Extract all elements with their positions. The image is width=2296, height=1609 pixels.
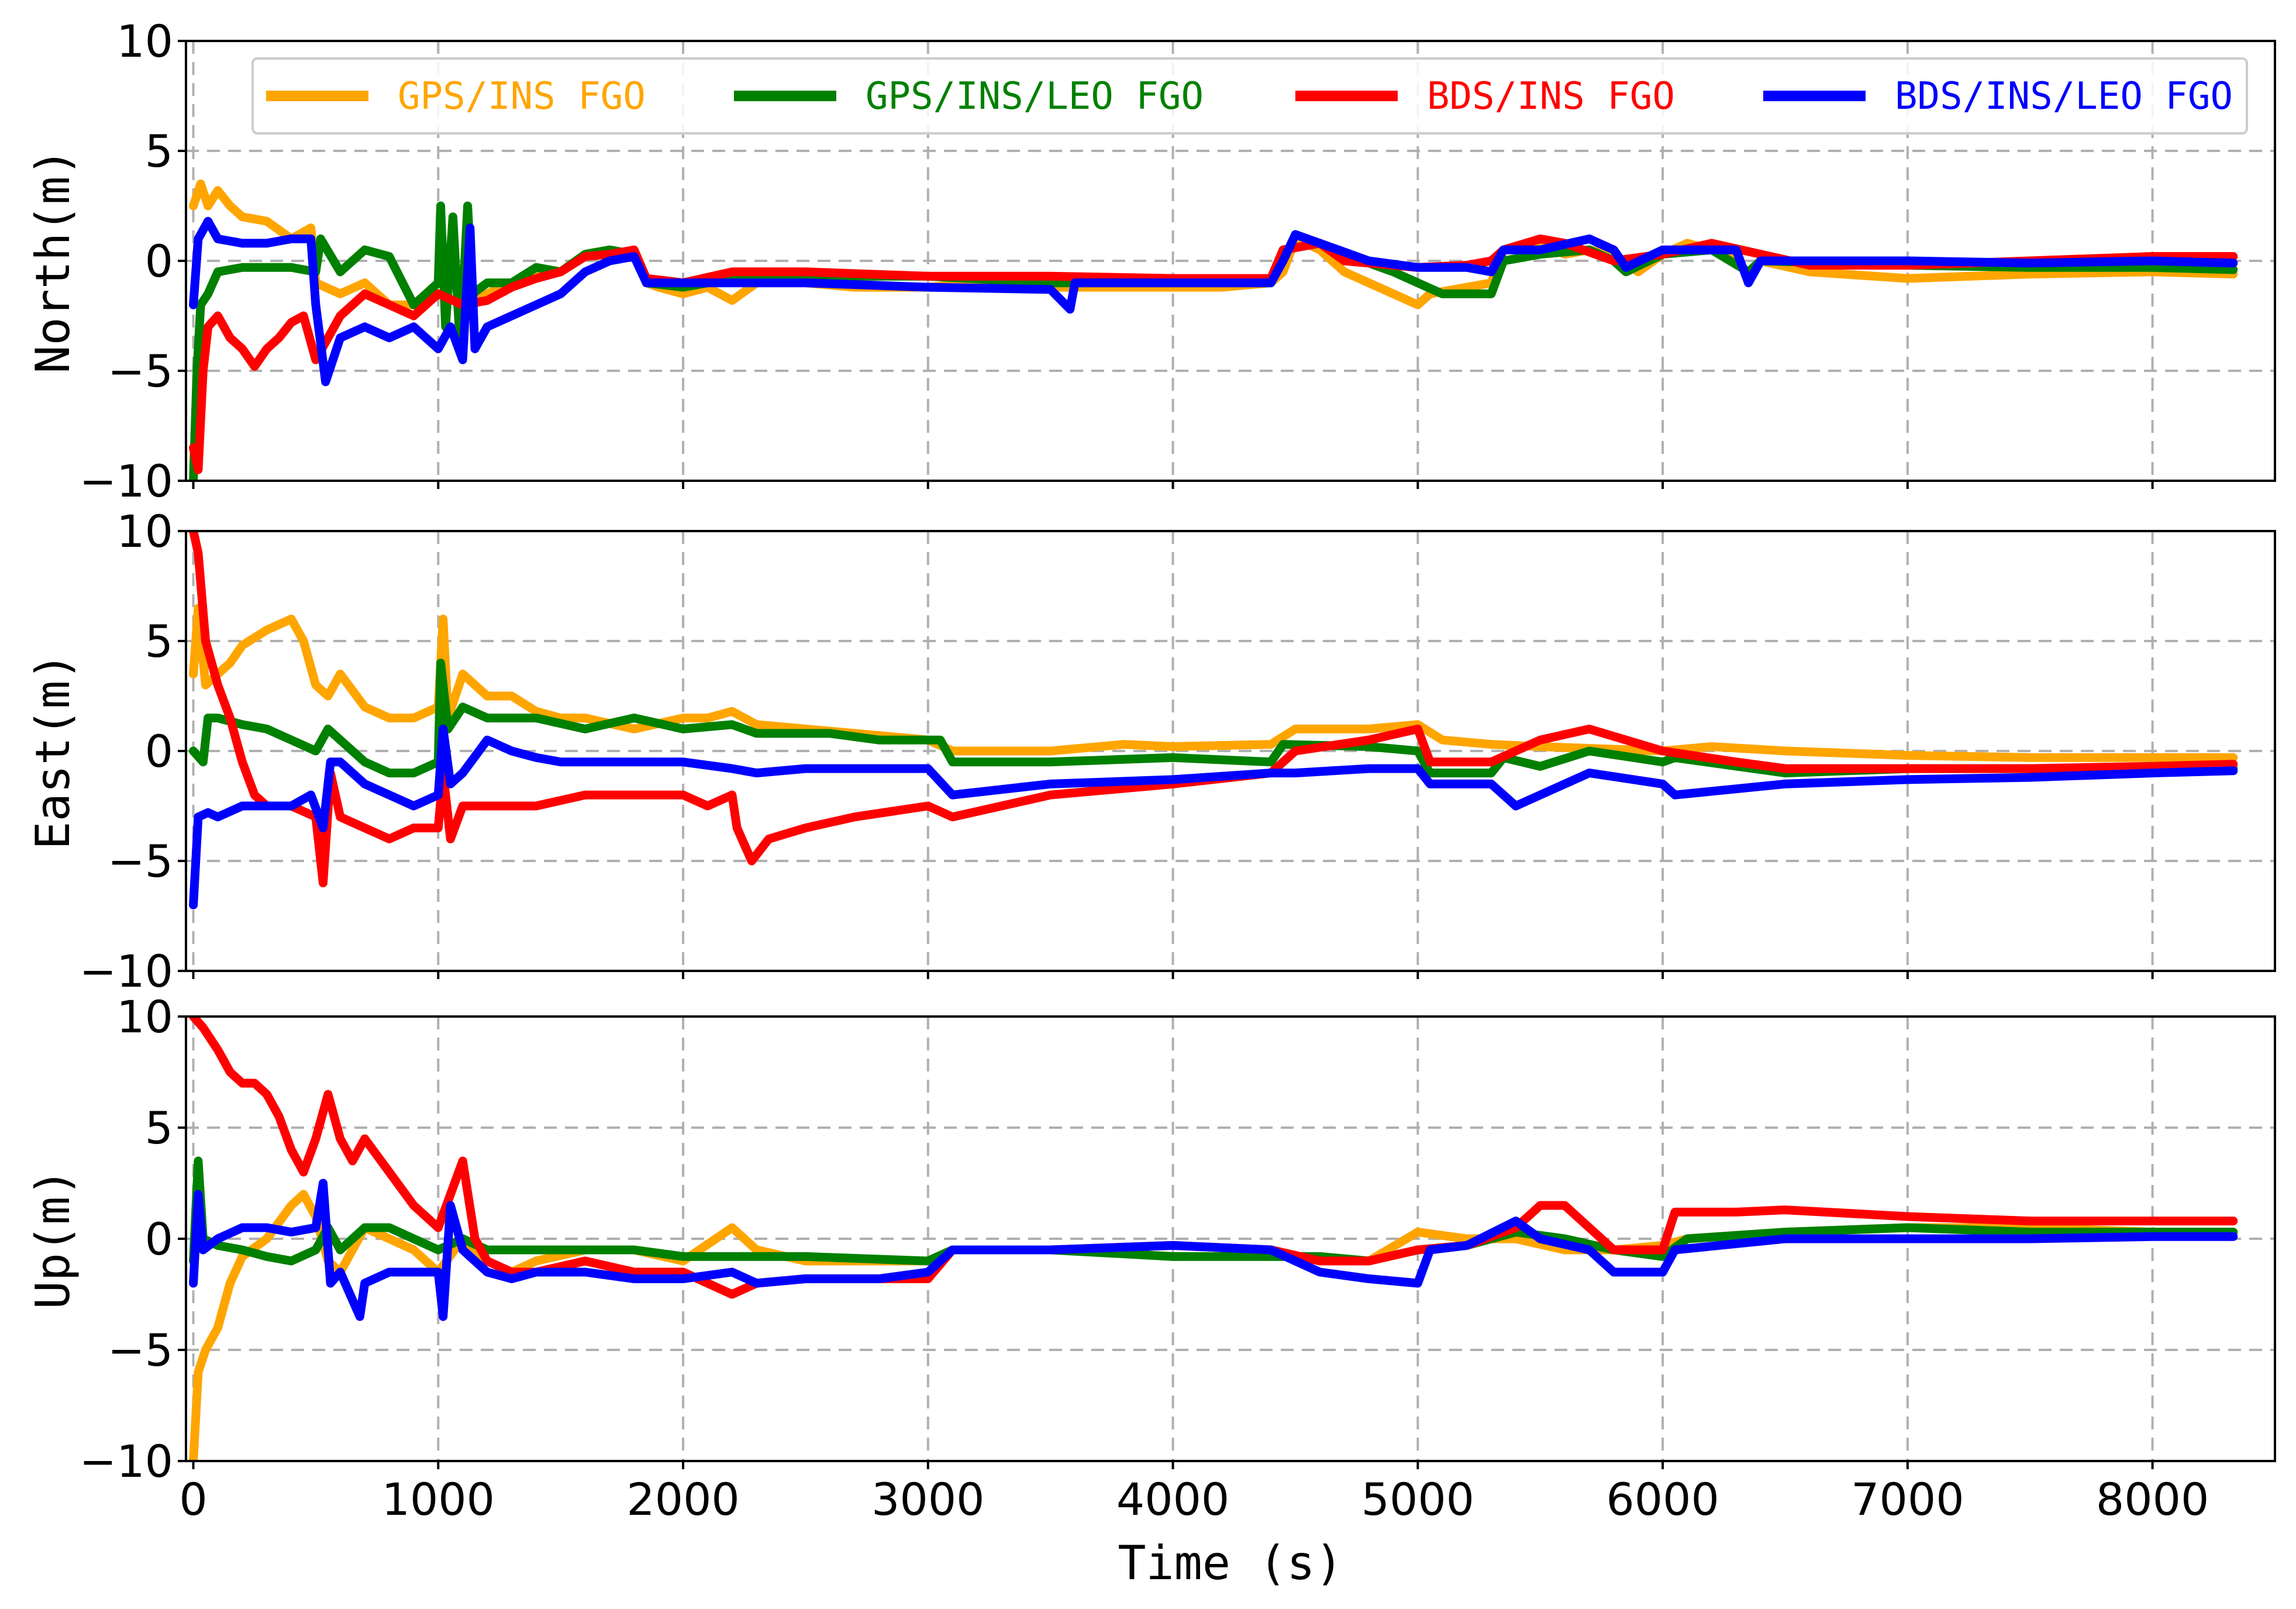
- series-line-bds-ins-leo-fgo: [189, 724, 2238, 909]
- y-tick-label: −5: [108, 345, 173, 397]
- y-tick-label: 5: [145, 615, 173, 667]
- y-axis-label: East(m): [26, 652, 80, 849]
- series-group: [189, 179, 2238, 481]
- x-tick-label: 7000: [1851, 1473, 1964, 1525]
- x-tick-label: 5000: [1361, 1473, 1474, 1525]
- y-tick-label: −10: [80, 455, 173, 507]
- series-line-gps-ins-leo-fgo: [189, 201, 2238, 481]
- series-line-bds-ins-leo-fgo: [189, 216, 2238, 387]
- series-line-bds-ins-leo-fgo: [189, 1179, 2238, 1321]
- y-tick-label: 10: [116, 991, 173, 1043]
- panel-east-m: −10 −5 0 5 10 East(m): [26, 505, 2276, 997]
- series-group: [189, 531, 2238, 909]
- y-tick-label: −5: [108, 1324, 173, 1376]
- y-tick-label: −10: [80, 1435, 173, 1487]
- x-axis-label: Time (s): [1118, 1536, 1343, 1590]
- x-tick-label: 1000: [382, 1473, 495, 1525]
- y-tick-label: 0: [145, 235, 173, 287]
- x-tick-label: 3000: [871, 1473, 984, 1525]
- series-line-gps-ins-fgo: [189, 604, 2238, 762]
- y-tick-label: 10: [116, 15, 173, 67]
- x-tick-label: 0: [179, 1473, 207, 1525]
- y-tick-label: −10: [80, 945, 173, 997]
- series-line-bds-ins-fgo: [189, 531, 2238, 888]
- x-tick-label: 6000: [1606, 1473, 1719, 1525]
- chart-panels: −10 −5 0 5 10 North(m) −10 −5 0 5 10 East(m) −10 −5 0 5…: [26, 15, 2276, 1525]
- y-tick-label: −5: [108, 835, 173, 887]
- y-tick-label: 0: [145, 1213, 173, 1265]
- series-line-bds-ins-fgo: [189, 1017, 2238, 1299]
- y-tick-label: 10: [116, 505, 173, 557]
- series-group: [189, 1017, 2238, 1461]
- legend-label-gps-ins-leo-fgo: GPS/INS/LEO FGO: [866, 75, 1204, 118]
- x-tick-label: 4000: [1116, 1473, 1229, 1525]
- x-tick-label: 8000: [2096, 1473, 2209, 1525]
- x-tick-label: 2000: [626, 1473, 739, 1525]
- y-axis-label: Up(m): [26, 1169, 80, 1310]
- legend: GPS/INS FGO GPS/INS/LEO FGO BDS/INS FGO BDS…: [251, 57, 2248, 135]
- y-tick-label: 0: [145, 725, 173, 777]
- series-line-gps-ins-leo-fgo: [189, 659, 2238, 778]
- panel-up-m: −10 −5 0 5 10 Up(m) 0 1000 2000 3000 4000 5000 6000 7…: [26, 991, 2276, 1525]
- legend-box: [251, 57, 2248, 135]
- legend-label-bds-ins-fgo: BDS/INS FGO: [1427, 75, 1675, 118]
- series-line-gps-ins-fgo: [189, 1190, 2238, 1461]
- panel-north-m: −10 −5 0 5 10 North(m): [26, 15, 2276, 507]
- y-tick-label: 5: [145, 125, 173, 177]
- y-axis-label: North(m): [26, 148, 80, 373]
- legend-label-gps-ins-fgo: GPS/INS FGO: [398, 75, 646, 118]
- y-tick-label: 5: [145, 1102, 173, 1154]
- legend-label-bds-ins-leo-fgo: BDS/INS/LEO FGO: [1895, 75, 2233, 118]
